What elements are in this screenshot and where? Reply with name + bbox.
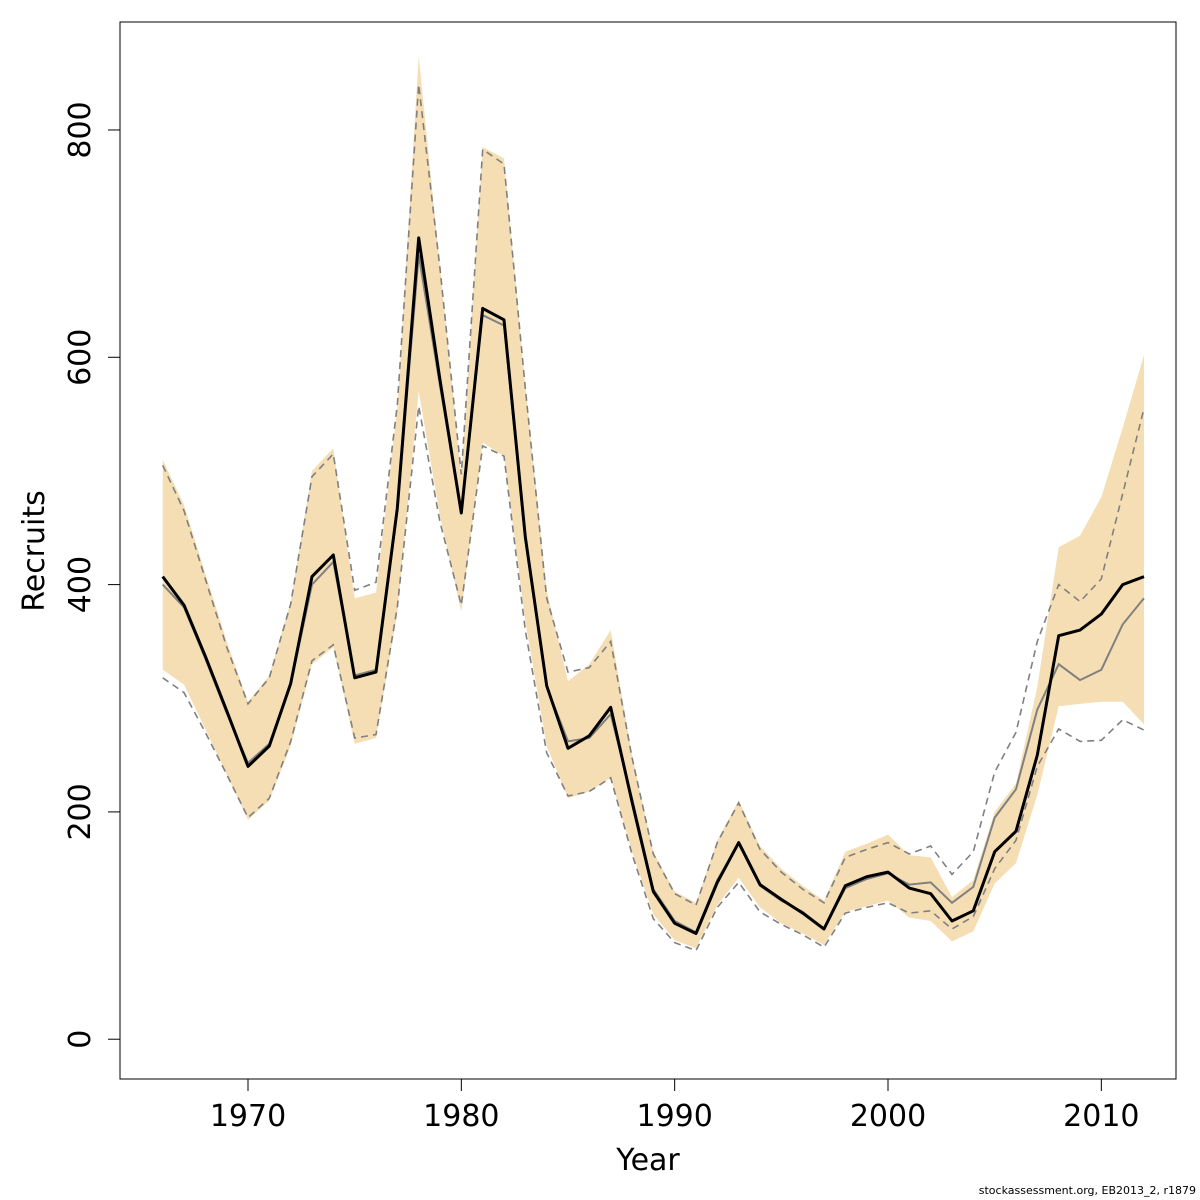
y-tick-label: 200: [63, 783, 98, 840]
x-tick-label: 1980: [423, 1099, 499, 1134]
plot-frame: [119, 21, 1177, 1080]
y-axis: 0 200 400 600 800: [63, 101, 121, 1049]
x-axis: 1970 1980 1990 2000 2010: [210, 1078, 1140, 1134]
y-axis-title: Recruits: [17, 490, 52, 612]
alt-upper-line: [161, 84, 1145, 907]
x-tick-label: 1970: [210, 1099, 286, 1134]
band-area: [162, 56, 1144, 949]
estimate-line: [161, 236, 1145, 935]
confidence-band: [162, 56, 1144, 949]
y-tick-label: 0: [63, 1030, 98, 1049]
series-lines: [161, 84, 1145, 952]
credit-text: stockassessment.org, EB2013_2, r1879: [978, 1184, 1196, 1197]
alt-lower-line: [162, 406, 1145, 952]
x-axis-title: Year: [615, 1143, 680, 1178]
x-tick-label: 2010: [1063, 1099, 1139, 1134]
x-tick-label: 2000: [850, 1099, 926, 1134]
y-tick-label: 800: [63, 101, 98, 158]
x-tick-label: 1990: [636, 1099, 712, 1134]
y-tick-label: 600: [63, 329, 98, 386]
y-tick-label: 400: [63, 556, 98, 613]
